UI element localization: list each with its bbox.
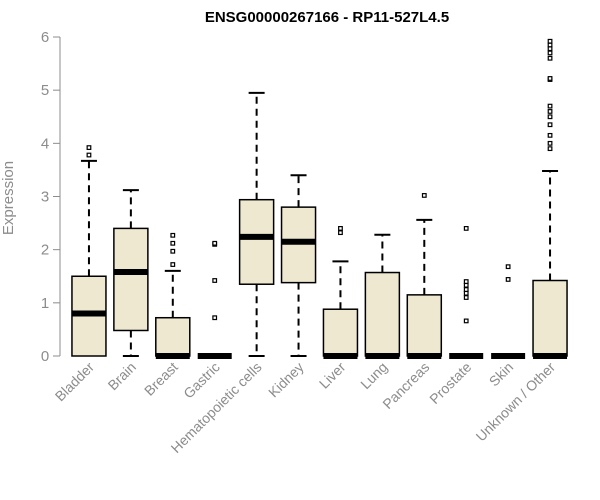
- y-tick-label: 1: [41, 295, 49, 312]
- y-tick-label: 5: [41, 82, 49, 99]
- outlier-point: [212, 240, 218, 246]
- y-tick-label: 6: [41, 29, 49, 46]
- axes: 0 1 2 3 4 5 6: [41, 29, 61, 365]
- iqr-box: [364, 271, 401, 357]
- outlier-point: [547, 50, 553, 56]
- outlier-point: [547, 55, 553, 61]
- y-tick-label: 3: [41, 189, 49, 206]
- iqr-box: [322, 308, 359, 357]
- boxes: [71, 38, 568, 359]
- box-group: [197, 240, 232, 359]
- iqr-box: [280, 206, 317, 284]
- outlier-point: [505, 264, 511, 270]
- outlier-point: [547, 140, 553, 146]
- outlier-point: [86, 152, 92, 158]
- outlier-point: [170, 240, 176, 246]
- chart-title: ENSG00000267166 - RP11-527L4.5: [205, 9, 449, 26]
- box-group: [113, 189, 149, 357]
- outlier-point: [547, 109, 553, 114]
- outlier-point: [86, 145, 92, 150]
- box-group: [532, 38, 568, 359]
- outlier-point: [170, 248, 176, 254]
- box-group: [449, 226, 484, 359]
- category-label: Brain: [105, 359, 139, 393]
- iqr-box: [406, 294, 443, 357]
- outlier-point: [463, 226, 469, 231]
- outlier-point: [547, 42, 553, 48]
- category-label: Liver: [316, 359, 349, 392]
- iqr-box: [238, 198, 275, 285]
- box-group: [406, 193, 443, 359]
- box-group: [155, 232, 191, 359]
- iqr-box: [532, 279, 568, 357]
- category-label: Bladder: [52, 359, 98, 405]
- y-tick-label: 4: [41, 135, 49, 152]
- outlier-point: [547, 114, 553, 120]
- outlier-point: [463, 287, 469, 292]
- box-group: [280, 174, 317, 357]
- y-axis-label: Expression: [0, 161, 17, 235]
- box-group: [322, 226, 359, 359]
- outlier-point: [421, 193, 427, 198]
- outlier-point: [547, 46, 553, 52]
- iqr-box: [113, 227, 149, 332]
- outlier-point: [547, 38, 553, 44]
- outlier-point: [338, 226, 343, 231]
- y-tick-label: 2: [41, 242, 49, 259]
- outlier-point: [547, 76, 553, 81]
- outlier-point: [463, 318, 469, 324]
- category-label: Breast: [141, 359, 181, 399]
- outlier-point: [505, 277, 511, 282]
- outlier-point: [547, 132, 553, 138]
- outlier-point: [547, 122, 553, 128]
- outlier-point: [170, 232, 176, 238]
- box-group: [238, 91, 275, 357]
- outlier-point: [463, 279, 469, 284]
- outlier-point: [463, 295, 469, 300]
- box-group: [71, 145, 107, 357]
- outlier-point: [170, 262, 176, 267]
- box-group: [364, 233, 401, 359]
- box-group: [491, 264, 526, 359]
- outlier-point: [338, 230, 343, 236]
- category-label: Unknown / Other: [473, 359, 559, 445]
- category-label: Skin: [486, 359, 517, 390]
- outlier-point: [463, 282, 469, 288]
- y-tick-label: 0: [41, 348, 49, 365]
- iqr-box: [155, 316, 191, 357]
- category-label: Prostate: [426, 359, 474, 407]
- outlier-point: [547, 103, 553, 109]
- outlier-point: [547, 146, 553, 152]
- outlier-point: [212, 278, 218, 283]
- category-label: Kidney: [265, 359, 307, 401]
- outlier-point: [463, 290, 469, 296]
- outlier-point: [212, 315, 218, 321]
- category-label: Lung: [357, 359, 390, 392]
- category-label: Pancreas: [379, 359, 432, 412]
